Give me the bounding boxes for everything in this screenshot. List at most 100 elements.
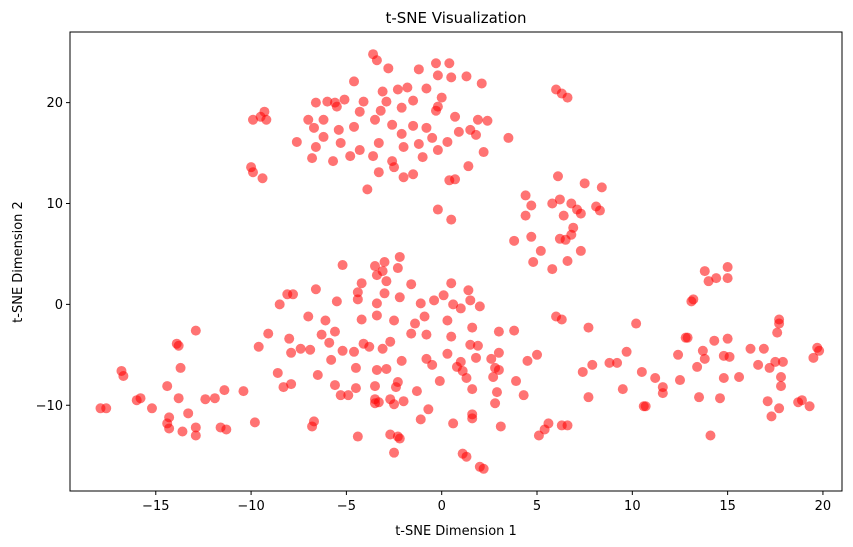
scatter-point — [354, 106, 365, 117]
scatter-point — [408, 169, 419, 180]
scatter-point — [772, 327, 783, 338]
scatter-point — [503, 132, 514, 143]
y-tick-label: 20 — [46, 96, 63, 111]
scatter-point — [247, 114, 258, 125]
scatter-point — [463, 161, 474, 172]
scatter-point — [307, 421, 318, 432]
x-tick-label: 20 — [815, 499, 832, 514]
scatter-point — [398, 172, 409, 183]
scatter-point — [312, 369, 323, 380]
scatter-point — [463, 285, 474, 296]
scatter-point — [583, 322, 594, 333]
scatter-point — [804, 401, 815, 412]
scatter-point — [692, 361, 703, 372]
x-tick-label: −10 — [237, 499, 264, 514]
scatter-point — [387, 119, 398, 130]
scatter-point — [171, 338, 182, 349]
scatter-point — [389, 399, 400, 410]
scatter-point — [282, 289, 293, 300]
scatter-point — [448, 299, 459, 310]
scatter-point — [356, 314, 367, 325]
scatter-point — [238, 386, 249, 397]
scatter-point — [316, 329, 327, 340]
scatter-point — [430, 105, 441, 116]
scatter-point — [478, 463, 489, 474]
scatter-point — [478, 147, 489, 158]
points-layer — [95, 49, 825, 474]
scatter-point — [352, 287, 363, 298]
scatter-point — [369, 398, 380, 409]
scatter-point — [617, 384, 628, 395]
scatter-point — [777, 356, 788, 367]
scatter-point — [814, 345, 825, 356]
scatter-point — [377, 86, 388, 97]
y-tick-label: −10 — [36, 399, 63, 414]
scatter-point — [394, 433, 405, 444]
scatter-point — [547, 264, 558, 275]
scatter-point — [461, 71, 472, 82]
y-axis-ticks: −10 0 10 20 — [36, 96, 70, 414]
scatter-point — [337, 260, 348, 271]
scatter-point — [520, 210, 531, 221]
scatter-point — [335, 390, 346, 401]
scatter-point — [190, 325, 201, 336]
scatter-point — [371, 298, 382, 309]
scatter-point — [396, 355, 407, 366]
scatter-point — [377, 343, 388, 354]
scatter-point — [448, 418, 459, 429]
scatter-point — [396, 128, 407, 139]
scatter-point — [562, 92, 573, 103]
scatter-point — [575, 208, 586, 219]
scatter-point — [421, 83, 432, 94]
scatter-point — [320, 315, 331, 326]
scatter-point — [358, 96, 369, 107]
chart-title: t-SNE Visualization — [385, 9, 526, 27]
scatter-point — [371, 310, 382, 321]
scatter-point — [295, 343, 306, 354]
x-tick-label: 0 — [438, 499, 446, 514]
scatter-point — [385, 336, 396, 347]
scatter-point — [369, 261, 380, 272]
scatter-point — [682, 332, 693, 343]
scatter-point — [396, 102, 407, 113]
scatter-point — [427, 132, 438, 143]
scatter-point — [734, 372, 745, 383]
x-tick-label: 10 — [624, 499, 641, 514]
scatter-point — [101, 403, 112, 414]
scatter-point — [446, 278, 457, 289]
scatter-point — [509, 235, 520, 246]
scatter-point — [318, 131, 329, 142]
scatter-point — [183, 408, 194, 419]
scatter-point — [703, 276, 714, 287]
scatter-point — [674, 375, 685, 386]
scatter-point — [379, 257, 390, 267]
scatter-point — [362, 184, 373, 195]
scatter-point — [446, 214, 457, 225]
scatter-point — [356, 278, 367, 289]
scatter-point — [461, 451, 472, 462]
scatter-point — [392, 377, 403, 388]
plot-frame — [69, 31, 843, 492]
scatter-point — [745, 343, 756, 354]
scatter-point — [722, 262, 733, 273]
scatter-point — [770, 356, 781, 367]
scatter-point — [673, 349, 684, 360]
scatter-point — [303, 311, 314, 322]
scatter-point — [307, 153, 318, 164]
scatter-point — [434, 376, 445, 387]
y-tick-label: 10 — [46, 197, 63, 212]
scatter-point — [394, 292, 405, 303]
scatter-point — [711, 273, 722, 284]
scatter-point — [322, 96, 333, 107]
scatter-point — [175, 362, 186, 373]
scatter-point — [291, 136, 302, 147]
scatter-point — [636, 366, 647, 377]
scatter-point — [413, 138, 424, 149]
scatter-point — [455, 303, 466, 314]
scatter-point — [379, 288, 390, 299]
scatter-point — [337, 345, 348, 356]
scatter-point — [722, 273, 733, 284]
scatter-point — [402, 82, 413, 93]
scatter-point — [335, 137, 346, 148]
scatter-point — [442, 348, 453, 359]
